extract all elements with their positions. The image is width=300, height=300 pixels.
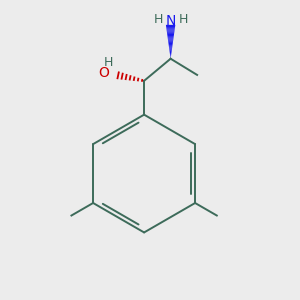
Polygon shape — [168, 41, 173, 42]
Polygon shape — [168, 40, 173, 41]
Text: H: H — [103, 56, 113, 69]
Polygon shape — [167, 33, 174, 34]
Polygon shape — [169, 47, 172, 49]
Text: H: H — [154, 13, 163, 26]
Polygon shape — [170, 55, 171, 56]
Polygon shape — [169, 51, 172, 52]
Polygon shape — [168, 43, 173, 44]
Polygon shape — [168, 42, 173, 43]
Polygon shape — [167, 32, 174, 33]
Polygon shape — [168, 37, 174, 38]
Polygon shape — [170, 58, 171, 59]
Polygon shape — [170, 56, 171, 58]
Polygon shape — [166, 26, 175, 27]
Text: O: O — [98, 66, 109, 80]
Polygon shape — [168, 38, 173, 40]
Polygon shape — [169, 45, 172, 46]
Text: H: H — [178, 13, 188, 26]
Polygon shape — [167, 31, 175, 32]
Polygon shape — [170, 52, 172, 53]
Polygon shape — [169, 46, 172, 47]
Polygon shape — [167, 29, 175, 31]
Polygon shape — [170, 53, 171, 54]
Polygon shape — [169, 50, 172, 51]
Text: N: N — [165, 14, 176, 28]
Polygon shape — [167, 28, 175, 29]
Polygon shape — [169, 44, 173, 45]
Polygon shape — [166, 25, 175, 26]
Polygon shape — [169, 49, 172, 50]
Polygon shape — [167, 36, 174, 37]
Polygon shape — [170, 54, 171, 55]
Polygon shape — [167, 35, 174, 36]
Polygon shape — [166, 27, 175, 28]
Polygon shape — [167, 34, 174, 35]
